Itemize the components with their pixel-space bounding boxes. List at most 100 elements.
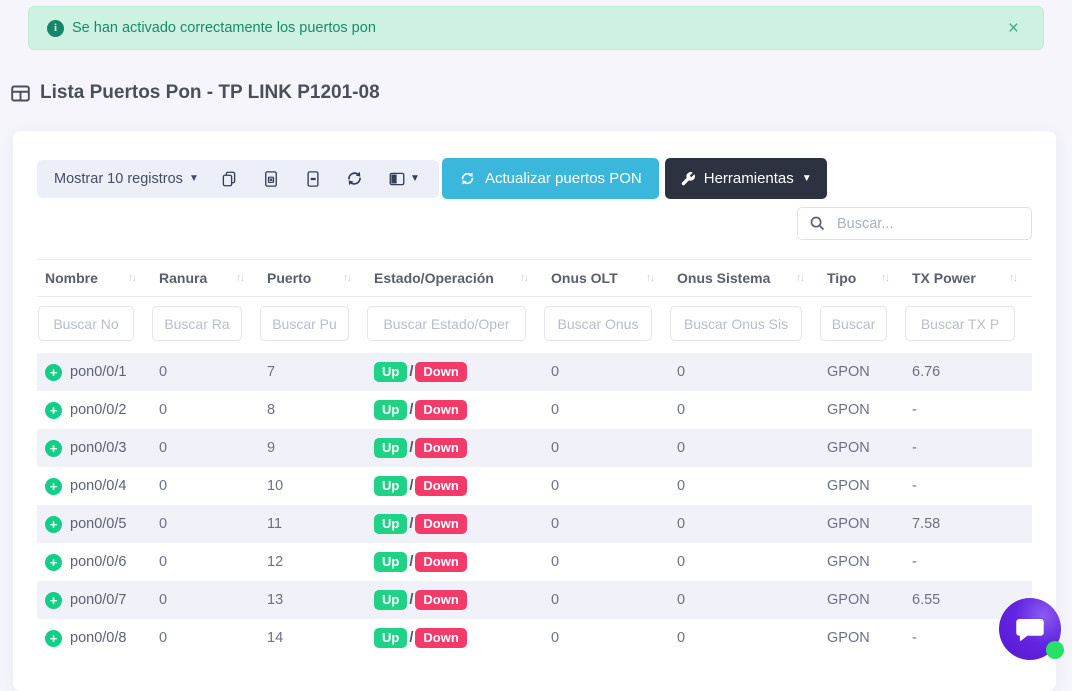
global-search bbox=[797, 207, 1032, 240]
table-toolbar: Mostrar 10 registros ▼ bbox=[37, 158, 827, 199]
export-excel-button[interactable] bbox=[260, 168, 282, 190]
copy-button[interactable] bbox=[218, 168, 240, 190]
column-filter-input[interactable] bbox=[905, 306, 1015, 341]
sync-icon bbox=[348, 171, 362, 186]
expand-row-icon[interactable]: + bbox=[45, 477, 62, 495]
status-separator: / bbox=[409, 478, 414, 494]
search-input[interactable] bbox=[835, 214, 1020, 233]
column-header[interactable]: Onus Sistema ↑↓ bbox=[669, 259, 819, 297]
column-header[interactable]: Onus OLT ↑↓ bbox=[543, 259, 669, 297]
sort-icon[interactable]: ↑↓ bbox=[646, 272, 655, 284]
table-icon bbox=[10, 83, 31, 104]
status-down-badge[interactable]: Down bbox=[415, 628, 467, 648]
sort-icon[interactable]: ↑↓ bbox=[520, 272, 529, 284]
sort-icon[interactable]: ↑↓ bbox=[881, 272, 890, 284]
excel-icon bbox=[265, 170, 278, 187]
status-down-badge[interactable]: Down bbox=[415, 514, 467, 534]
column-header[interactable]: Ranura ↑↓ bbox=[151, 259, 259, 297]
cell-estado: Up / Down bbox=[366, 581, 543, 619]
sync-button[interactable] bbox=[343, 167, 366, 190]
update-pon-ports-button[interactable]: Actualizar puertos PON bbox=[442, 158, 659, 199]
cell-estado: Up / Down bbox=[366, 543, 543, 581]
column-header[interactable]: Nombre ↑↓ bbox=[37, 259, 151, 297]
status-up-badge[interactable]: Up bbox=[374, 438, 408, 458]
column-header[interactable]: Puerto ↑↓ bbox=[259, 259, 366, 297]
pon-ports-card: Mostrar 10 registros ▼ bbox=[13, 131, 1056, 691]
alert-close-button[interactable]: × bbox=[1002, 17, 1025, 40]
search-icon bbox=[810, 216, 825, 231]
cell-tipo: GPON bbox=[827, 592, 870, 608]
cell-onus-sistema: 0 bbox=[677, 630, 686, 646]
sort-icon[interactable]: ↑↓ bbox=[1009, 272, 1018, 284]
column-header[interactable]: Tipo ↑↓ bbox=[819, 259, 904, 297]
wrench-icon bbox=[681, 171, 695, 185]
sort-icon[interactable]: ↑↓ bbox=[236, 272, 245, 284]
table-row: + pon0/0/7 0 13 Up / Down 0 0 GPON 6.55 bbox=[37, 581, 1032, 619]
cell-ranura: 0 bbox=[159, 516, 168, 532]
info-icon: i bbox=[47, 19, 64, 37]
column-filter-input[interactable] bbox=[260, 306, 349, 341]
sort-icon[interactable]: ↑↓ bbox=[343, 272, 352, 284]
column-header[interactable]: Estado/Operación ↑↓ bbox=[366, 259, 543, 297]
show-entries-dropdown[interactable]: Mostrar 10 registros ▼ bbox=[54, 171, 199, 187]
chat-widget-button[interactable] bbox=[999, 598, 1064, 660]
status-down-badge[interactable]: Down bbox=[415, 590, 467, 610]
status-up-badge[interactable]: Up bbox=[374, 514, 408, 534]
status-up-badge[interactable]: Up bbox=[374, 362, 408, 382]
status-up-badge[interactable]: Up bbox=[374, 552, 408, 572]
cell-ranura: 0 bbox=[159, 364, 168, 380]
cell-nombre: pon0/0/5 bbox=[70, 516, 127, 532]
expand-row-icon[interactable]: + bbox=[45, 629, 62, 647]
column-filter-input[interactable] bbox=[38, 306, 134, 341]
cell-tx-power: 6.55 bbox=[912, 592, 941, 608]
status-up-badge[interactable]: Up bbox=[374, 628, 408, 648]
status-down-badge[interactable]: Down bbox=[415, 476, 467, 496]
cell-estado: Up / Down bbox=[366, 429, 543, 467]
status-up-badge[interactable]: Up bbox=[374, 400, 408, 420]
export-file-button[interactable] bbox=[302, 168, 324, 190]
status-separator: / bbox=[409, 630, 414, 646]
table-row: + pon0/0/4 0 10 Up / Down 0 0 GPON - bbox=[37, 467, 1032, 505]
column-header[interactable]: TX Power ↑↓ bbox=[904, 259, 1032, 297]
success-alert: i Se han activado correctamente los puer… bbox=[28, 6, 1044, 50]
column-label: TX Power bbox=[912, 270, 976, 286]
column-visibility-button[interactable]: ▼ bbox=[386, 168, 422, 190]
page-title: Lista Puertos Pon - TP LINK P1201-08 bbox=[10, 82, 380, 104]
table-row: + pon0/0/1 0 7 Up / Down 0 0 GPON 6.76 bbox=[37, 353, 1032, 391]
cell-onus-sistema: 0 bbox=[677, 516, 686, 532]
cell-estado: Up / Down bbox=[366, 619, 543, 657]
expand-row-icon[interactable]: + bbox=[45, 439, 62, 457]
expand-row-icon[interactable]: + bbox=[45, 591, 62, 609]
cell-onus-sistema: 0 bbox=[677, 554, 686, 570]
status-down-badge[interactable]: Down bbox=[415, 552, 467, 572]
column-filter-input[interactable] bbox=[367, 306, 526, 341]
status-separator: / bbox=[409, 516, 414, 532]
sort-icon[interactable]: ↑↓ bbox=[128, 272, 137, 284]
status-up-badge[interactable]: Up bbox=[374, 476, 408, 496]
expand-row-icon[interactable]: + bbox=[45, 553, 62, 571]
tools-dropdown-button[interactable]: Herramientas ▼ bbox=[664, 158, 827, 199]
status-up-badge[interactable]: Up bbox=[374, 590, 408, 610]
expand-row-icon[interactable]: + bbox=[45, 363, 62, 381]
cell-ranura: 0 bbox=[159, 478, 168, 494]
table-row: + pon0/0/5 0 11 Up / Down 0 0 GPON 7.58 bbox=[37, 505, 1032, 543]
column-filter-input[interactable] bbox=[544, 306, 652, 341]
table-body: + pon0/0/1 0 7 Up / Down 0 0 GPON 6.76 + p… bbox=[37, 353, 1032, 657]
cell-ranura: 0 bbox=[159, 440, 168, 456]
column-filter-input[interactable] bbox=[820, 306, 887, 341]
cell-ranura: 0 bbox=[159, 402, 168, 418]
cell-tipo: GPON bbox=[827, 440, 870, 456]
status-down-badge[interactable]: Down bbox=[415, 438, 467, 458]
cell-puerto: 11 bbox=[267, 516, 283, 532]
cell-puerto: 8 bbox=[267, 402, 276, 418]
status-down-badge[interactable]: Down bbox=[415, 400, 467, 420]
column-filter-input[interactable] bbox=[152, 306, 242, 341]
status-down-badge[interactable]: Down bbox=[415, 362, 467, 382]
sort-icon[interactable]: ↑↓ bbox=[796, 272, 805, 284]
column-label: Nombre bbox=[45, 270, 98, 286]
column-filter-input[interactable] bbox=[670, 306, 802, 341]
cell-tx-power: - bbox=[912, 554, 917, 570]
cell-nombre: pon0/0/8 bbox=[70, 630, 127, 646]
expand-row-icon[interactable]: + bbox=[45, 515, 62, 533]
expand-row-icon[interactable]: + bbox=[45, 401, 62, 419]
